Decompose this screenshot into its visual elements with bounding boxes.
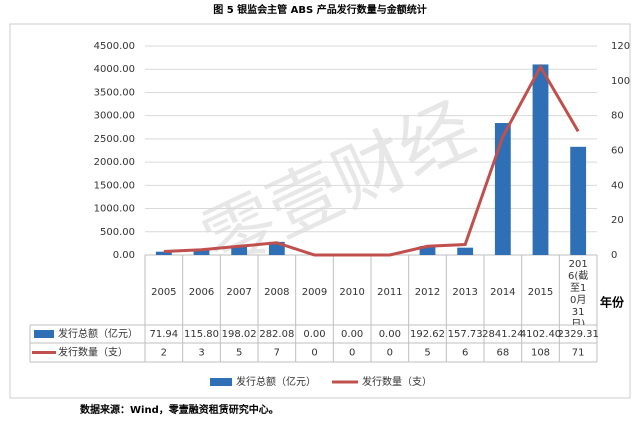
table-cell: 282.08 <box>259 329 294 340</box>
legend-label: 发行总额（亿元） <box>58 327 138 340</box>
legend-key <box>34 330 54 338</box>
table-cell: 198.02 <box>222 329 257 340</box>
table-cell: 0.00 <box>379 329 401 340</box>
y2-tick-label: 100 <box>611 76 630 87</box>
bar <box>494 123 511 255</box>
y2-tick-label: 20 <box>611 215 624 226</box>
x-tick-label: 2007 <box>226 287 252 298</box>
bar <box>457 247 474 255</box>
y-tick-label: 4500.00 <box>94 41 135 52</box>
y-tick-label: 2000.00 <box>94 157 135 168</box>
y-tick-label: 3500.00 <box>94 87 135 98</box>
table-cell: 0 <box>387 348 393 359</box>
table-cell: 5 <box>424 348 430 359</box>
table-cell: 0 <box>349 348 355 359</box>
x-tick-label-box: 2011 <box>377 287 403 298</box>
y-tick-label: 2500.00 <box>94 134 135 145</box>
table-cell: 4102.40 <box>520 329 561 340</box>
table-cell: 6 <box>462 348 468 359</box>
x-tick-label: 2008 <box>264 287 290 298</box>
table-cell: 2841.24 <box>482 329 523 340</box>
bar <box>419 246 436 255</box>
x-tick-label-box: 2014 <box>490 287 516 298</box>
x-tick-label: 2011 <box>377 287 403 298</box>
y2-tick-label: 80 <box>611 111 624 122</box>
table-cell: 3 <box>198 348 204 359</box>
x-tick-label-box: 2012 <box>414 287 441 298</box>
chart-title: 图 5 银监会主管 ABS 产品发行数量与金额统计 <box>213 3 426 16</box>
y2-tick-label: 60 <box>611 146 624 157</box>
x-tick-label-box: 2007 <box>226 287 252 298</box>
legend-label: 发行数量（支） <box>58 346 128 359</box>
bar <box>570 146 587 255</box>
y-tick-label: 1500.00 <box>94 180 135 191</box>
y2-tick-label: 0 <box>611 250 617 261</box>
x-tick-label: 2012 <box>414 287 441 298</box>
x-tick-label: 2006 <box>188 287 215 298</box>
table-cell: 68 <box>496 348 509 359</box>
table-cell: 192.62 <box>410 329 445 340</box>
table-cell: 0.00 <box>303 329 325 340</box>
y2-tick-label: 120 <box>611 41 630 52</box>
x-tick-label: 2010 <box>339 287 365 298</box>
bar <box>193 249 210 255</box>
table-cell: 71 <box>572 348 585 359</box>
legend-label: 发行总额（亿元） <box>236 375 316 388</box>
table-cell: 157.73 <box>448 329 483 340</box>
y-tick-label: 500.00 <box>100 227 135 238</box>
source-note: 数据来源：Wind，零壹融资租赁研究中心。 <box>80 403 279 416</box>
chart-frame <box>9 23 631 399</box>
x-tick-label: 2016(截至10月31日) <box>568 259 589 325</box>
table-cell: 2329.31 <box>557 329 598 340</box>
x-tick-label-box: 2009 <box>301 287 328 298</box>
x-tick-label-box: 2016(截至10月31日) <box>568 259 589 325</box>
x-tick-label: 2014 <box>490 287 516 298</box>
x-tick-label: 2009 <box>301 287 328 298</box>
y-tick-label: 4000.00 <box>94 64 135 75</box>
x-tick-label-box: 2015 <box>527 287 554 298</box>
table-cell: 0.00 <box>341 329 363 340</box>
table-cell: 71.94 <box>150 329 179 340</box>
table-cell: 0 <box>311 348 317 359</box>
table-cell: 2 <box>161 348 167 359</box>
bar <box>231 245 248 255</box>
legend-key <box>210 378 232 386</box>
table-cell: 108 <box>531 348 550 359</box>
legend-label: 发行数量（支） <box>362 375 432 388</box>
table-cell: 7 <box>274 348 280 359</box>
y-tick-label: 1000.00 <box>94 204 135 215</box>
x-tick-label: 2013 <box>452 287 478 298</box>
x-tick-label-box: 2008 <box>264 287 290 298</box>
x-tick-label-box: 2013 <box>452 287 478 298</box>
table-cell: 5 <box>236 348 242 359</box>
bar <box>155 251 172 255</box>
x-tick-label-box: 2006 <box>188 287 215 298</box>
y2-tick-label: 40 <box>611 180 624 191</box>
x-tick-label-box: 2010 <box>339 287 365 298</box>
table-cell: 115.80 <box>184 329 219 340</box>
y-tick-label: 0.00 <box>113 250 135 261</box>
x-tick-label: 2015 <box>527 287 554 298</box>
bar <box>532 64 549 255</box>
line <box>163 63 580 257</box>
x-axis-label: 年份 <box>600 295 625 310</box>
y-tick-label: 3000.00 <box>94 111 135 122</box>
x-tick-label-box: 2005 <box>151 287 177 298</box>
x-tick-label: 2005 <box>151 287 177 298</box>
